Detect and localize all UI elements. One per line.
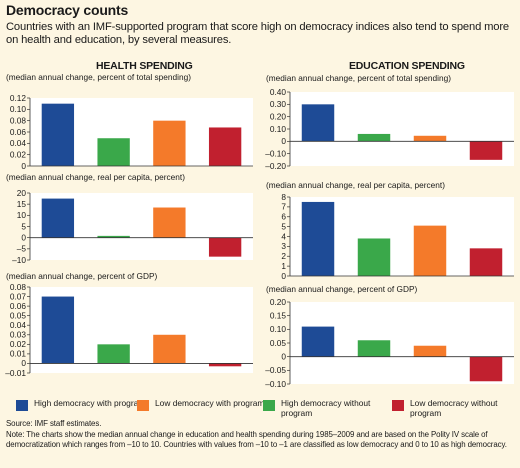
y-tick-label: 0.08: [10, 282, 27, 292]
y-tick-label: 2: [281, 251, 286, 261]
y-tick-label: 5: [21, 221, 26, 231]
bar: [208, 127, 242, 166]
bar: [41, 198, 75, 238]
legend-label: High democracy with program: [34, 398, 146, 408]
bar: [469, 356, 503, 382]
chart-title: Democracy counts: [6, 2, 129, 18]
legend-label: Low democracy without program: [410, 398, 498, 418]
note-text: Note: The charts show the median annual …: [6, 429, 507, 450]
y-tick-label: 0.20: [270, 297, 287, 307]
source-note: Source: IMF staff estimates. Note: The c…: [6, 419, 516, 451]
bar: [97, 344, 130, 364]
y-tick-label: 10: [17, 210, 27, 220]
y-tick-label: 0: [21, 232, 26, 242]
legend-swatch: [16, 400, 28, 411]
y-tick-label: –10: [12, 255, 26, 265]
bar: [153, 334, 186, 364]
bar: [413, 345, 447, 357]
y-tick-label: –0.05: [265, 365, 286, 375]
bar: [97, 138, 130, 166]
source-text: Source: IMF staff estimates.: [6, 419, 102, 428]
bar: [153, 207, 186, 238]
bar: [413, 225, 447, 276]
y-tick-label: 0.12: [10, 93, 27, 103]
y-tick-label: 0.15: [270, 310, 287, 320]
y-tick-label: 0.30: [270, 99, 287, 109]
legend-swatch: [263, 400, 275, 411]
bar: [301, 201, 335, 276]
bar: [357, 238, 391, 276]
y-tick-label: 0.04: [10, 320, 27, 330]
bar: [413, 135, 447, 142]
y-tick-label: 7: [281, 202, 286, 212]
y-axis-label: (median annual change, real per capita, …: [6, 172, 185, 182]
bar: [357, 340, 391, 357]
y-tick-label: 0.02: [10, 149, 27, 159]
y-axis-label: (median annual change, percent of GDP): [6, 271, 158, 281]
y-tick-label: –0.20: [265, 161, 286, 171]
y-tick-label: 0.07: [10, 291, 27, 301]
y-tick-label: 1: [281, 261, 286, 271]
bar: [41, 296, 75, 364]
y-tick-label: 0: [281, 136, 286, 146]
y-tick-label: 0.02: [10, 339, 27, 349]
y-tick-label: 0: [21, 358, 26, 368]
y-axis-label: (median annual change, percent of total …: [6, 72, 191, 82]
y-tick-label: 0: [281, 271, 286, 281]
y-axis-label: (median annual change, percent of total …: [266, 73, 451, 83]
y-tick-label: –5: [17, 244, 27, 254]
y-tick-label: 0.20: [270, 111, 287, 121]
y-tick-label: 0.03: [10, 330, 27, 340]
y-tick-label: 6: [281, 212, 286, 222]
education-spending-header: EDUCATION SPENDING: [349, 60, 465, 72]
y-tick-label: 0.08: [10, 115, 27, 125]
chart-subtitle: Countries with an IMF-supported program …: [6, 21, 509, 46]
y-tick-label: 0.05: [10, 310, 27, 320]
y-tick-label: 20: [17, 188, 27, 198]
y-tick-label: 0.40: [270, 87, 287, 97]
bar: [301, 326, 335, 357]
y-tick-label: 0: [21, 161, 26, 171]
y-tick-label: 4: [281, 231, 286, 241]
y-tick-label: 0.10: [10, 104, 27, 114]
y-tick-label: 0.04: [10, 138, 27, 148]
y-tick-label: 0.06: [10, 127, 27, 137]
bar: [469, 141, 503, 160]
bar: [97, 235, 130, 238]
y-tick-label: 3: [281, 241, 286, 251]
legend-label: High democracy without program: [281, 398, 371, 418]
y-tick-label: 0: [281, 351, 286, 361]
bar: [41, 103, 75, 166]
y-axis-label: (median annual change, percent of GDP): [266, 284, 418, 294]
y-tick-label: 0.01: [10, 349, 27, 359]
y-tick-label: –0.10: [265, 148, 286, 158]
bar: [469, 248, 503, 276]
y-axis-label: (median annual change, real per capita, …: [266, 180, 445, 190]
health-spending-header: HEALTH SPENDING: [96, 60, 193, 72]
y-tick-label: 0.06: [10, 301, 27, 311]
y-tick-label: 0.10: [270, 324, 287, 334]
bar: [301, 104, 335, 142]
legend-swatch: [137, 400, 149, 411]
y-tick-label: 8: [281, 192, 286, 202]
y-tick-label: –0.10: [265, 379, 286, 389]
y-tick-label: 5: [281, 221, 286, 231]
bar: [208, 363, 242, 367]
bar: [208, 237, 242, 257]
legend-label: Low democracy with program: [155, 398, 265, 408]
legend-swatch: [392, 400, 404, 411]
bar: [357, 133, 391, 142]
y-tick-label: 0.05: [270, 338, 287, 348]
y-tick-label: –0.01: [5, 368, 26, 378]
y-tick-label: 15: [17, 199, 27, 209]
bar: [153, 120, 186, 166]
y-tick-label: 0.10: [270, 124, 287, 134]
